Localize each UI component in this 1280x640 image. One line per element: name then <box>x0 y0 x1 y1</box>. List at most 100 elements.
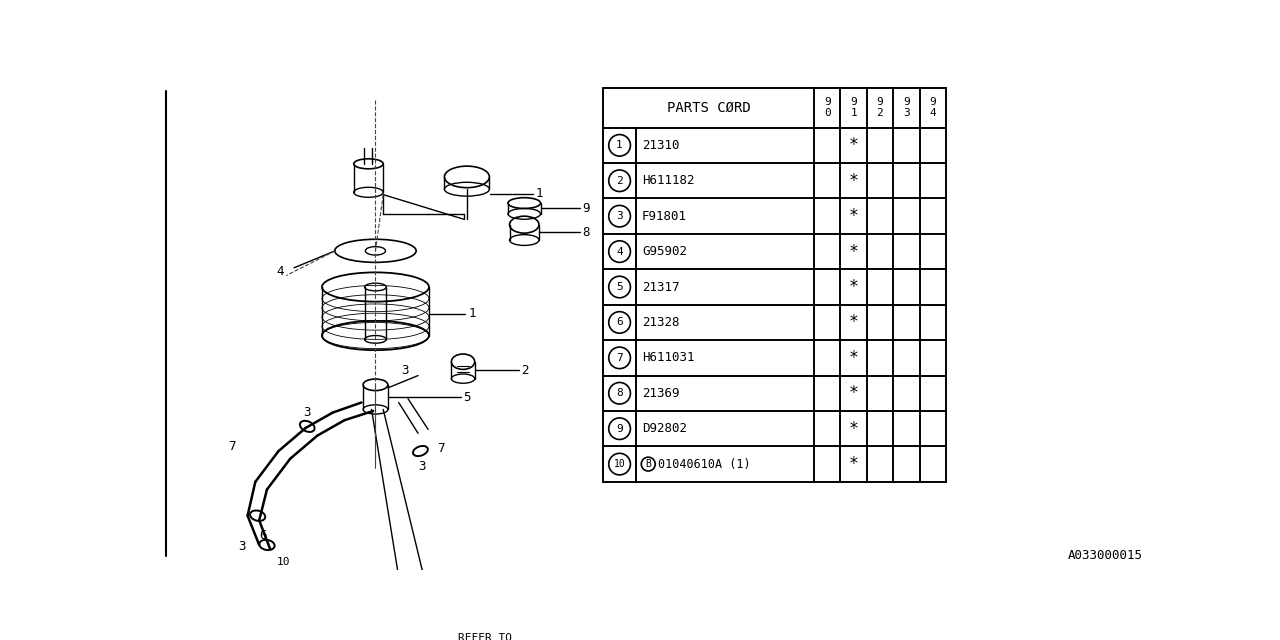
Bar <box>919 88 946 127</box>
Bar <box>893 305 919 340</box>
Bar <box>867 269 893 305</box>
Text: 1: 1 <box>616 140 623 150</box>
Bar <box>603 269 636 305</box>
Bar <box>603 198 636 234</box>
Bar <box>919 198 946 234</box>
Bar <box>893 340 919 376</box>
Text: 10: 10 <box>276 557 291 567</box>
Bar <box>867 447 893 482</box>
Text: *: * <box>849 314 859 332</box>
Bar <box>841 305 867 340</box>
Bar <box>841 198 867 234</box>
Text: 3: 3 <box>238 540 246 553</box>
Bar <box>603 88 814 127</box>
Bar <box>919 447 946 482</box>
Text: 21317: 21317 <box>643 280 680 294</box>
Bar <box>814 198 841 234</box>
Bar <box>814 447 841 482</box>
Bar <box>814 269 841 305</box>
Text: 6: 6 <box>616 317 623 328</box>
Text: *: * <box>849 207 859 225</box>
Text: 9
0: 9 0 <box>824 97 831 118</box>
Bar <box>893 163 919 198</box>
Bar <box>603 163 636 198</box>
Bar <box>893 411 919 447</box>
Bar <box>841 411 867 447</box>
Text: 10: 10 <box>613 459 626 469</box>
Text: H611182: H611182 <box>643 174 695 188</box>
Text: 7: 7 <box>616 353 623 363</box>
Bar <box>919 305 946 340</box>
Text: 3: 3 <box>616 211 623 221</box>
Text: *: * <box>849 384 859 403</box>
Bar <box>919 163 946 198</box>
Text: *: * <box>849 172 859 189</box>
Bar <box>603 127 636 163</box>
Bar <box>636 163 814 198</box>
Text: 1: 1 <box>535 188 543 200</box>
Text: B: B <box>645 459 652 469</box>
Bar <box>919 234 946 269</box>
Bar <box>841 234 867 269</box>
Text: *: * <box>849 455 859 473</box>
Bar <box>867 127 893 163</box>
Bar <box>603 305 636 340</box>
Text: 7: 7 <box>228 440 236 453</box>
Text: *: * <box>849 278 859 296</box>
Bar <box>814 234 841 269</box>
Text: PARTS CØRD: PARTS CØRD <box>667 100 750 115</box>
Text: *: * <box>849 349 859 367</box>
Bar <box>636 127 814 163</box>
Text: 01040610A (1): 01040610A (1) <box>658 458 751 470</box>
Text: G95902: G95902 <box>643 245 687 258</box>
Bar <box>603 88 946 482</box>
Text: 9
3: 9 3 <box>902 97 910 118</box>
Text: D92802: D92802 <box>643 422 687 435</box>
Text: H611031: H611031 <box>643 351 695 364</box>
Bar <box>636 340 814 376</box>
Bar <box>636 411 814 447</box>
Text: 2: 2 <box>616 176 623 186</box>
Bar <box>867 376 893 411</box>
Text: 3: 3 <box>401 364 408 378</box>
Bar <box>893 234 919 269</box>
Bar <box>867 88 893 127</box>
Text: 9
4: 9 4 <box>929 97 936 118</box>
Text: 7: 7 <box>438 442 445 455</box>
Text: F91801: F91801 <box>643 210 687 223</box>
Text: A033000015: A033000015 <box>1068 549 1143 562</box>
Bar <box>636 305 814 340</box>
Bar <box>919 340 946 376</box>
Bar <box>841 127 867 163</box>
Bar <box>636 376 814 411</box>
Text: 1: 1 <box>468 307 476 321</box>
Bar <box>814 127 841 163</box>
Text: REFER TO
FIG O55-1: REFER TO FIG O55-1 <box>458 633 520 640</box>
Text: 8: 8 <box>582 226 590 239</box>
Text: 21328: 21328 <box>643 316 680 329</box>
Bar <box>893 198 919 234</box>
Bar <box>603 447 636 482</box>
Text: 3: 3 <box>303 406 311 419</box>
Bar <box>603 411 636 447</box>
Bar <box>893 447 919 482</box>
Bar <box>919 411 946 447</box>
Text: 8: 8 <box>616 388 623 398</box>
Bar <box>867 305 893 340</box>
Bar <box>636 269 814 305</box>
Text: 21310: 21310 <box>643 139 680 152</box>
Bar <box>636 447 814 482</box>
Bar <box>867 198 893 234</box>
Bar <box>919 269 946 305</box>
Bar <box>841 340 867 376</box>
Text: 9: 9 <box>582 202 590 215</box>
Text: 5: 5 <box>463 390 471 404</box>
Bar <box>893 269 919 305</box>
Text: *: * <box>849 136 859 154</box>
Bar <box>603 376 636 411</box>
Text: 21369: 21369 <box>643 387 680 400</box>
Bar <box>919 376 946 411</box>
Bar <box>814 88 841 127</box>
Text: *: * <box>849 420 859 438</box>
Bar <box>603 234 636 269</box>
